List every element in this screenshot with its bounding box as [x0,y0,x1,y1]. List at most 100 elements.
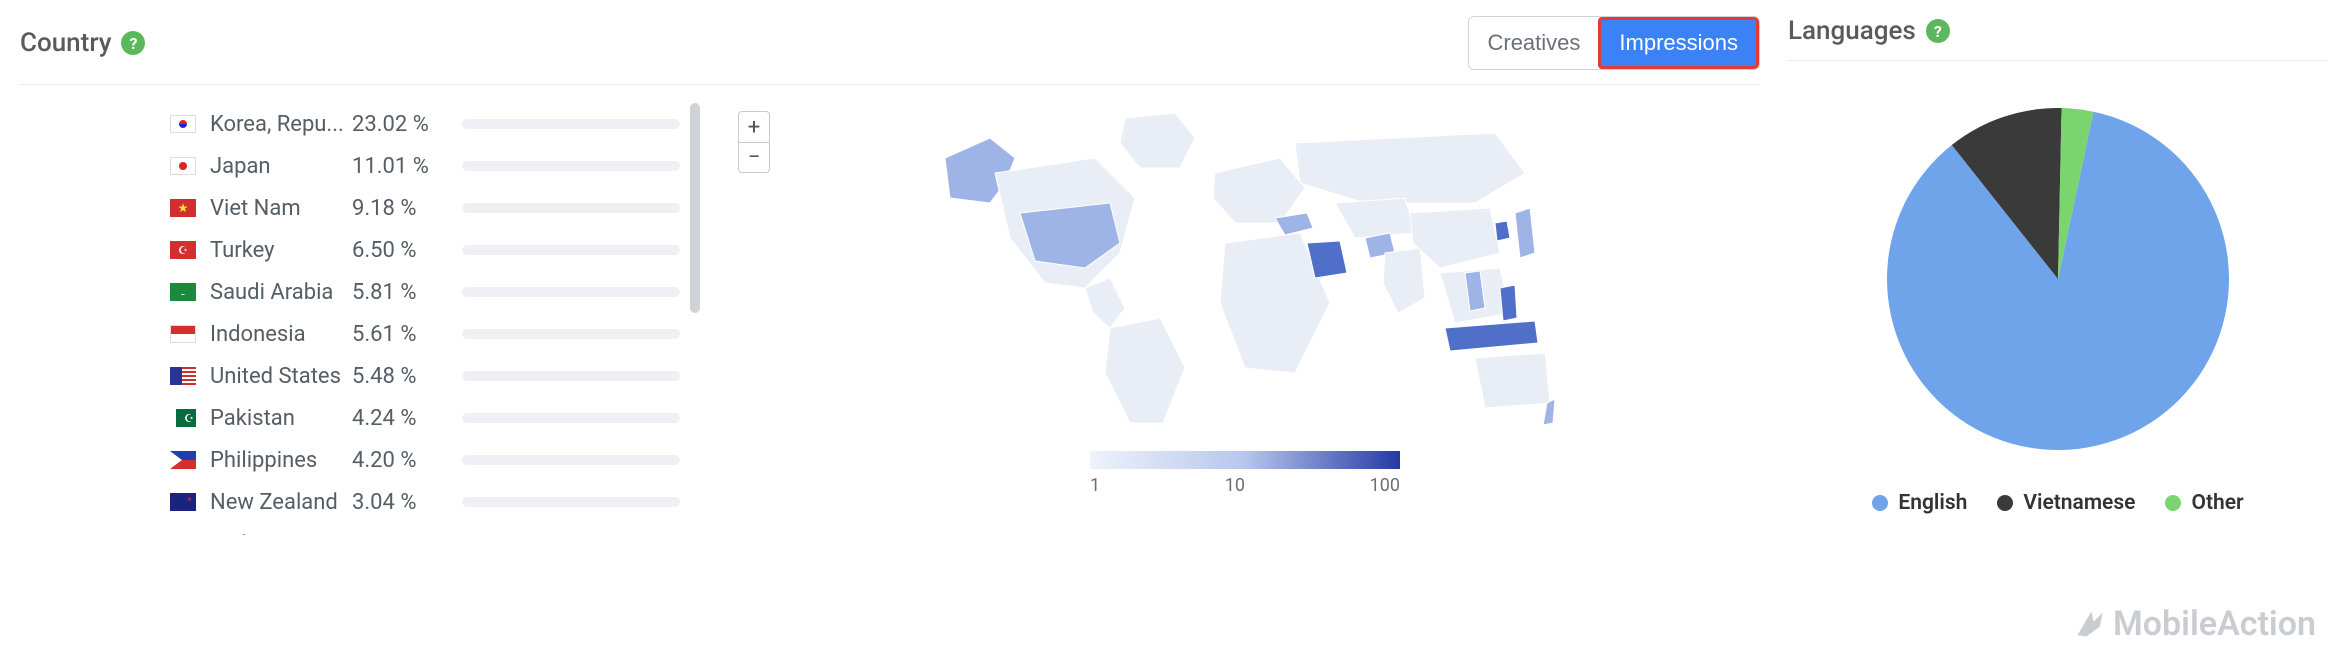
brand-text: MobileAction [2113,604,2316,644]
country-percent: 23.02 % [352,112,462,137]
zoom-controls: + − [738,111,770,173]
map-region-indonesia[interactable] [1445,321,1538,351]
flag-icon [170,451,196,469]
table-row[interactable]: Philippines4.20 % [170,439,680,481]
map-region-india[interactable] [1383,248,1425,313]
map-region-australia[interactable] [1475,353,1550,408]
country-percent: 6.50 % [352,238,462,263]
country-bar [462,455,680,465]
country-name: United States [210,364,352,389]
country-percent: 3.01 % [352,532,462,536]
zoom-out-button[interactable]: − [739,142,769,172]
map-legend: 1 10 100 [1090,451,1400,496]
languages-panel: Languages ? English Vietnamese Other [1788,8,2328,535]
languages-panel-header: Languages ? [1788,8,2328,61]
country-percent: 4.24 % [352,406,462,431]
legend-label: English [1898,491,1967,515]
flag-icon [170,241,196,259]
flag-icon [170,325,196,343]
country-name: Philippines [210,448,352,473]
legend-tick: 1 [1090,475,1100,496]
languages-pie-chart[interactable] [1868,89,2248,469]
map-region-south-america[interactable] [1105,318,1185,423]
country-percent: 11.01 % [352,154,462,179]
flag-icon [170,157,196,175]
legend-tick: 10 [1225,475,1245,496]
country-name: Korea, Repu... [210,112,352,137]
map-region-russia[interactable] [1295,133,1525,203]
country-bar [462,119,680,129]
country-bar [462,413,680,423]
country-percent: 5.81 % [352,280,462,305]
country-list[interactable]: Korea, Repu...23.02 %Japan11.01 %Viet Na… [170,103,680,535]
country-panel: Country ? Creatives Impressions Korea, R… [20,8,1760,535]
table-row[interactable]: Korea, Repu...23.02 % [170,103,680,145]
country-bar [462,371,680,381]
table-row[interactable]: Saudi Arabia5.81 % [170,271,680,313]
table-row[interactable]: Turkey6.50 % [170,229,680,271]
country-panel-header: Country ? Creatives Impressions [20,8,1760,85]
legend-gradient [1090,451,1400,469]
scrollbar-track[interactable] [690,103,700,535]
country-bar [462,329,680,339]
brand-watermark: MobileAction [2075,604,2316,644]
map-region-central-america[interactable] [1085,278,1125,328]
help-icon[interactable]: ? [121,31,145,55]
flag-icon [170,199,196,217]
pie-legend: English Vietnamese Other [1872,491,2243,515]
flag-icon [170,493,196,511]
country-percent: 4.20 % [352,448,462,473]
country-name: New Zealand [210,490,352,515]
pie-legend-item[interactable]: English [1872,491,1967,515]
table-row[interactable]: Viet Nam9.18 % [170,187,680,229]
world-map[interactable] [935,103,1555,433]
country-bar [462,497,680,507]
view-toggle: Creatives Impressions [1468,16,1760,70]
flag-icon [170,367,196,385]
table-row[interactable]: Japan11.01 % [170,145,680,187]
brand-icon [2075,609,2105,639]
legend-label: Other [2191,491,2243,515]
pie-legend-item[interactable]: Other [2165,491,2243,515]
country-bar [462,287,680,297]
map-area: + − 1 10 100 [730,103,1760,535]
help-icon[interactable]: ? [1926,19,1950,43]
legend-tick: 100 [1370,475,1400,496]
impressions-highlight: Impressions [1598,17,1759,69]
country-name: Pakistan [210,406,352,431]
country-bar [462,203,680,213]
country-name: Japan [210,154,352,179]
zoom-in-button[interactable]: + [739,112,769,142]
languages-title: Languages [1788,16,1916,46]
map-region-china[interactable] [1410,208,1500,268]
map-region-greenland[interactable] [1120,113,1195,168]
pie-legend-item[interactable]: Vietnamese [1997,491,2135,515]
country-percent: 9.18 % [352,196,462,221]
legend-dot-icon [1872,495,1888,511]
country-percent: 5.48 % [352,364,462,389]
table-row[interactable]: Pakistan4.24 % [170,397,680,439]
map-region-philippines[interactable] [1500,285,1517,321]
country-list-wrap: Korea, Repu...23.02 %Japan11.01 %Viet Na… [170,103,700,535]
map-region-central-asia[interactable] [1335,198,1415,238]
flag-icon [170,283,196,301]
flag-icon [170,409,196,427]
country-percent: 5.61 % [352,322,462,347]
country-title: Country [20,28,111,58]
map-region-korea[interactable] [1495,221,1510,241]
table-row[interactable]: Indonesia5.61 % [170,313,680,355]
country-name: Malaysia [210,532,352,536]
creatives-button[interactable]: Creatives [1469,17,1598,69]
scrollbar-thumb[interactable] [690,103,700,313]
map-region-japan[interactable] [1515,208,1535,258]
map-region-europe[interactable] [1213,158,1305,223]
legend-dot-icon [1997,495,2013,511]
country-name: Viet Nam [210,196,352,221]
country-name: Saudi Arabia [210,280,352,305]
impressions-button[interactable]: Impressions [1601,20,1756,66]
table-row[interactable]: Malaysia3.01 % [170,523,680,535]
country-name: Turkey [210,238,352,263]
table-row[interactable]: United States5.48 % [170,355,680,397]
table-row[interactable]: New Zealand3.04 % [170,481,680,523]
country-name: Indonesia [210,322,352,347]
